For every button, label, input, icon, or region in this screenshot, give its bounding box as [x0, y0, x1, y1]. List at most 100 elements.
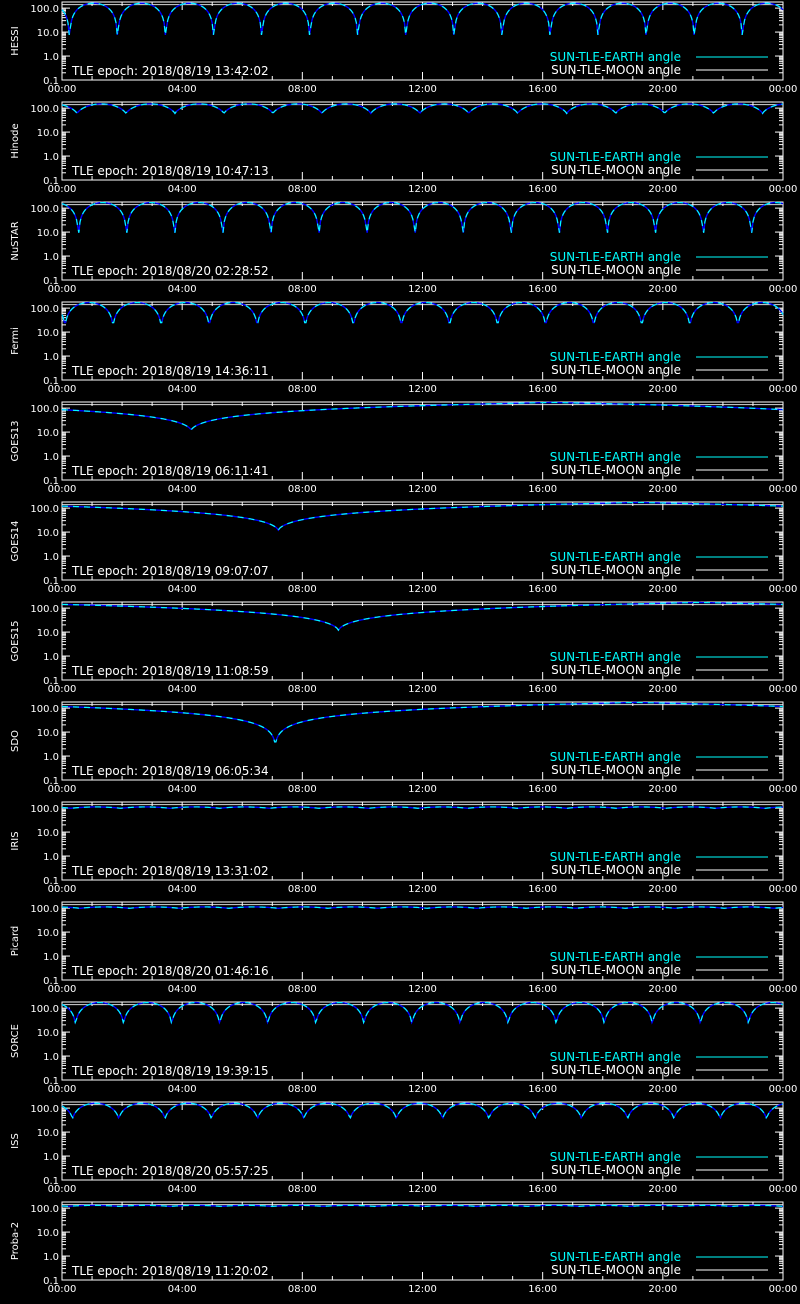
- y-tick-label: 10.0: [37, 28, 59, 39]
- y-tick-label: 1.0: [43, 1052, 59, 1063]
- y-tick-label: 0.1: [43, 876, 59, 887]
- x-tick-label: 16:00: [528, 484, 557, 495]
- x-tick-label: 04:00: [168, 784, 197, 795]
- x-tick-label: 00:00: [48, 784, 77, 795]
- x-tick-label: 00:00: [769, 1084, 798, 1095]
- x-tick-label: 04:00: [168, 1184, 197, 1195]
- y-tick-label: 1.0: [43, 952, 59, 963]
- chart-panel-hessi: 100.010.01.00.100:00 04:00 08:00 12:00 16:00…: [10, 1, 798, 95]
- x-tick-label: 08:00: [288, 184, 317, 195]
- x-tick-label: 20:00: [648, 984, 677, 995]
- satellite-label: SORCE: [10, 1024, 21, 1058]
- x-tick-label: 04:00: [168, 884, 197, 895]
- legend-sun-tle-earth-angle: SUN-TLE-EARTH angle: [550, 450, 681, 464]
- x-tick-label: 16:00: [528, 284, 557, 295]
- y-tick-label: 0.1: [43, 976, 59, 987]
- x-tick-label: 16:00: [528, 884, 557, 895]
- chart-panel-hinode: 100.010.01.00.100:00 04:00 08:00 12:00 16:00…: [10, 101, 797, 195]
- series-sun-tle-earth-angle-overlay: [61, 401, 784, 430]
- x-tick-label: 04:00: [168, 484, 197, 495]
- x-tick-label: 12:00: [408, 684, 437, 695]
- x-tick-label: 20:00: [648, 1084, 677, 1095]
- y-tick-label: 100.0: [30, 204, 59, 215]
- y-tick-label: 1.0: [43, 452, 59, 463]
- x-tick-label: 04:00: [168, 284, 197, 295]
- y-tick-label: 100.0: [30, 104, 59, 115]
- y-tick-label: 1.0: [43, 752, 59, 763]
- x-tick-label: 00:00: [48, 1184, 77, 1195]
- legend-sun-tle-moon-angle: SUN-TLE-MOON angle: [551, 463, 681, 477]
- x-tick-label: 00:00: [769, 884, 798, 895]
- x-tick-label: 00:00: [48, 184, 77, 195]
- x-tick-label: 00:00: [769, 784, 798, 795]
- satellite-label: ISS: [10, 1133, 21, 1149]
- y-tick-label: 0.1: [43, 776, 59, 787]
- x-tick-label: 08:00: [288, 384, 317, 395]
- tle-epoch-label: TLE epoch: 2018/08/19 13:42:02: [71, 64, 269, 78]
- y-tick-label: 0.1: [43, 476, 59, 487]
- x-tick-label: 00:00: [48, 84, 77, 95]
- y-tick-label: 1.0: [43, 152, 59, 163]
- legend-sun-tle-earth-angle: SUN-TLE-EARTH angle: [550, 50, 681, 64]
- satellite-label: GOES14: [10, 520, 21, 561]
- satellite-label: GOES13: [10, 420, 21, 461]
- y-tick-label: 100.0: [30, 804, 59, 815]
- x-tick-label: 16:00: [528, 1184, 557, 1195]
- x-tick-label: 12:00: [408, 384, 437, 395]
- y-tick-label: 10.0: [37, 328, 59, 339]
- chart-panel-goes14: 100.010.01.00.100:00 04:00 08:00 12:00 16:00…: [10, 501, 798, 595]
- y-tick-label: 0.1: [43, 676, 59, 687]
- y-tick-label: 0.1: [43, 176, 59, 187]
- legend-sun-tle-moon-angle: SUN-TLE-MOON angle: [551, 863, 681, 877]
- y-tick-label: 10.0: [37, 828, 59, 839]
- x-tick-label: 04:00: [168, 1084, 197, 1095]
- y-tick-label: 100.0: [30, 404, 59, 415]
- y-tick-label: 100.0: [30, 1204, 59, 1215]
- x-tick-label: 08:00: [288, 584, 317, 595]
- y-tick-label: 10.0: [37, 228, 59, 239]
- x-tick-label: 00:00: [48, 1284, 77, 1295]
- y-tick-label: 0.1: [43, 1276, 59, 1287]
- x-tick-label: 16:00: [528, 684, 557, 695]
- series-sun-tle-earth-angle-overlay: [61, 103, 784, 115]
- x-tick-label: 00:00: [48, 384, 77, 395]
- x-tick-label: 12:00: [408, 484, 437, 495]
- x-tick-label: 20:00: [648, 384, 677, 395]
- tle-epoch-label: TLE epoch: 2018/08/19 09:07:07: [71, 564, 269, 578]
- x-tick-label: 00:00: [48, 984, 77, 995]
- x-tick-label: 00:00: [769, 984, 798, 995]
- chart-panel-sdo: 100.010.01.00.100:00 04:00 08:00 12:00 16:00…: [10, 701, 798, 795]
- x-tick-label: 12:00: [408, 184, 437, 195]
- series-sun-tle-earth-angle: [61, 906, 784, 910]
- y-tick-label: 1.0: [43, 352, 59, 363]
- x-tick-label: 00:00: [769, 584, 798, 595]
- y-tick-label: 0.1: [43, 1176, 59, 1187]
- x-tick-label: 16:00: [528, 84, 557, 95]
- y-tick-label: 1.0: [43, 52, 59, 63]
- satellite-label: GOES15: [10, 620, 21, 661]
- x-tick-label: 04:00: [168, 184, 197, 195]
- tle-epoch-label: TLE epoch: 2018/08/19 19:39:15: [71, 1064, 269, 1078]
- x-tick-label: 00:00: [48, 484, 77, 495]
- legend-sun-tle-moon-angle: SUN-TLE-MOON angle: [551, 1063, 681, 1077]
- x-tick-label: 04:00: [168, 984, 197, 995]
- legend-sun-tle-earth-angle: SUN-TLE-EARTH angle: [550, 1050, 681, 1064]
- y-tick-label: 0.1: [43, 376, 59, 387]
- x-tick-label: 00:00: [769, 1184, 798, 1195]
- chart-panel-nustar: 100.010.01.00.100:00 04:00 08:00 12:00 16:00…: [10, 201, 797, 295]
- chart-panel-sorce: 100.010.01.00.100:00 04:00 08:00 12:00 16:00…: [10, 1001, 798, 1095]
- x-tick-label: 16:00: [528, 784, 557, 795]
- legend-sun-tle-moon-angle: SUN-TLE-MOON angle: [551, 1163, 681, 1177]
- y-tick-label: 0.1: [43, 76, 59, 87]
- x-tick-label: 12:00: [408, 1184, 437, 1195]
- legend-sun-tle-moon-angle: SUN-TLE-MOON angle: [551, 663, 681, 677]
- y-tick-label: 10.0: [37, 428, 59, 439]
- y-tick-label: 10.0: [37, 128, 59, 139]
- y-tick-label: 1.0: [43, 852, 59, 863]
- x-tick-label: 08:00: [288, 1084, 317, 1095]
- x-tick-label: 00:00: [769, 484, 798, 495]
- x-tick-label: 00:00: [769, 84, 798, 95]
- tle-epoch-label: TLE epoch: 2018/08/19 06:05:34: [71, 764, 269, 778]
- x-tick-label: 00:00: [769, 1284, 798, 1295]
